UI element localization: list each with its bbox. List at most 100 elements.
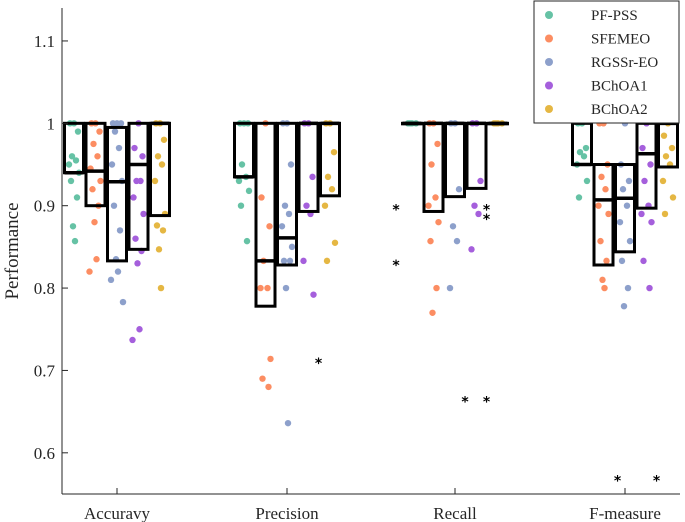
data-point <box>284 419 292 427</box>
data-point <box>157 284 165 292</box>
legend-marker <box>545 81 553 90</box>
data-point <box>432 194 439 201</box>
data-point <box>140 210 147 218</box>
data-point <box>117 120 125 127</box>
data-point <box>575 194 583 201</box>
data-point <box>427 237 434 245</box>
outlier-marker: * <box>653 474 661 490</box>
data-point <box>107 276 115 284</box>
data-point <box>285 210 293 218</box>
data-point <box>647 161 654 168</box>
data-point <box>134 260 141 267</box>
data-point <box>303 202 310 209</box>
data-point <box>324 173 332 181</box>
x-tick-label: F-measure <box>589 504 661 522</box>
data-point <box>624 284 632 292</box>
data-point <box>159 227 167 234</box>
data-point <box>160 136 168 143</box>
data-point <box>429 309 436 316</box>
data-point <box>129 336 136 344</box>
data-point <box>86 268 93 275</box>
data-point <box>89 186 96 193</box>
y-tick-label: 0.6 <box>34 444 55 463</box>
legend-marker <box>545 105 553 113</box>
data-point <box>114 268 122 275</box>
data-point <box>94 153 101 160</box>
legend-box <box>533 0 680 124</box>
outlier-marker: * <box>483 212 491 228</box>
data-point <box>425 202 432 209</box>
data-point <box>639 144 646 152</box>
data-point <box>74 128 82 135</box>
x-tick-label: Accuravy <box>84 504 151 522</box>
data-point <box>300 257 307 265</box>
box <box>149 121 171 218</box>
data-point <box>116 227 124 234</box>
data-point <box>323 257 331 265</box>
data-point <box>449 223 457 230</box>
data-point <box>108 161 116 168</box>
legend-marker <box>545 58 553 66</box>
data-point <box>155 246 163 253</box>
box <box>297 121 320 213</box>
box <box>276 121 298 267</box>
data-point <box>620 302 628 310</box>
data-point <box>434 140 441 148</box>
data-point <box>428 161 435 168</box>
box <box>319 121 341 198</box>
y-tick-label: 0.8 <box>34 279 55 298</box>
data-point <box>446 284 454 292</box>
axes: 0.6 0.7 0.8 0.9 1 1.1 Performance Accuravy Preci… <box>2 8 680 522</box>
data-point <box>453 237 461 245</box>
data-point <box>136 326 143 333</box>
data-point <box>576 148 584 156</box>
data-point <box>580 153 588 160</box>
data-point <box>599 276 606 284</box>
data-point <box>433 284 440 292</box>
data-point <box>93 256 100 263</box>
plot-area: ********* <box>63 120 679 490</box>
data-point <box>328 186 336 193</box>
data-point <box>68 153 76 160</box>
data-point <box>158 161 166 168</box>
data-point <box>648 218 655 226</box>
outlier-marker: * <box>315 356 323 372</box>
data-point <box>281 202 289 209</box>
data-point <box>321 202 329 209</box>
data-point <box>67 177 75 185</box>
box <box>465 121 488 190</box>
data-point <box>435 218 442 226</box>
box <box>592 163 615 267</box>
data-point <box>257 284 264 292</box>
x-tick-label: Recall <box>433 504 477 522</box>
data-point <box>310 291 317 298</box>
data-point <box>605 210 612 218</box>
data-point <box>154 153 162 160</box>
data-point <box>267 355 274 363</box>
data-point <box>595 202 602 209</box>
box <box>84 121 107 208</box>
data-point <box>475 210 482 218</box>
data-point <box>65 161 73 168</box>
data-point <box>618 257 626 265</box>
data-point <box>601 284 608 292</box>
data-point <box>309 173 316 181</box>
data-point <box>662 153 670 160</box>
data-point <box>71 237 79 245</box>
data-point <box>331 239 339 246</box>
y-tick-label: 1.1 <box>34 32 55 51</box>
data-point <box>238 161 246 168</box>
data-point <box>668 144 676 152</box>
x-tick-label: Precision <box>255 504 319 522</box>
data-point <box>286 257 294 265</box>
data-point <box>330 148 338 156</box>
legend: PF-PSS SFEMEO RGSSr-EO BChOA1 BChOA2 <box>533 0 680 124</box>
data-point <box>90 140 97 148</box>
data-point <box>235 177 243 185</box>
data-point <box>660 132 668 139</box>
data-point <box>73 194 81 201</box>
outlier-marker: * <box>614 474 622 490</box>
data-point <box>265 383 272 391</box>
data-point <box>468 246 475 253</box>
